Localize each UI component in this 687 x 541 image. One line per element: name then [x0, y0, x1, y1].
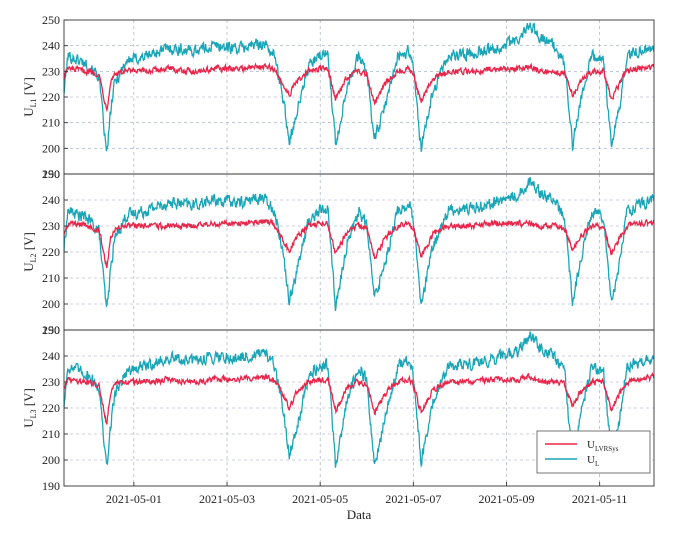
y-tick-label: 250: [42, 323, 60, 337]
y-tick-label: 210: [42, 427, 60, 441]
y-axis-label-unit: [V]: [21, 77, 36, 98]
series-line-ulvr: [64, 371, 654, 425]
y-tick-label: 230: [42, 64, 60, 78]
panel-l2: 190 200 210 220 230 240 250 UL2 [V]: [21, 167, 655, 337]
x-tick-label: 2021-05-11: [572, 492, 628, 506]
legend-box: [536, 430, 651, 474]
x-tick-label: 2021-05-07: [385, 492, 441, 506]
y-tick-label: 210: [42, 271, 60, 285]
x-axis-label: Data: [347, 507, 372, 522]
series-line-ulvr: [64, 217, 654, 269]
series-line-ulvr: [64, 62, 654, 113]
x-tick-label: 2021-05-05: [292, 492, 348, 506]
y-tick-label: 230: [42, 219, 60, 233]
legend-label-ul: UL: [587, 454, 599, 468]
y-axis-label-sub: L3: [29, 410, 38, 419]
y-tick-label: 190: [42, 323, 60, 337]
y-tick-label: 230: [42, 375, 60, 389]
y-axis-label-sub: L1: [29, 99, 38, 108]
y-tick-label: 240: [42, 349, 60, 363]
legend-label-sub: LVRSys: [595, 445, 619, 453]
legend-label-ulvr: ULVRSys: [587, 439, 619, 453]
y-tick-label: 240: [42, 39, 60, 53]
legend-label-main: U: [587, 439, 595, 451]
y-axis-label-main: U: [21, 107, 36, 117]
y-tick-label: 240: [42, 193, 60, 207]
x-tick-label: 2021-05-03: [199, 492, 255, 506]
y-tick-label: 220: [42, 90, 60, 104]
series-line-ul: [64, 176, 654, 312]
y-axis-label-unit: [V]: [21, 232, 36, 253]
y-axis-label-unit: [V]: [21, 388, 36, 409]
y-tick-label: 220: [42, 245, 60, 259]
y-axis-label: UL2 [V]: [21, 232, 38, 272]
legend-label-main: U: [587, 454, 595, 466]
y-tick-label: 200: [42, 141, 60, 155]
panel-l1: 190 200 210 220 230 240 250 UL1 [V]: [21, 13, 655, 181]
series-line-ul: [64, 22, 654, 152]
y-tick-label: 200: [42, 297, 60, 311]
y-axis-label: UL3 [V]: [21, 388, 38, 428]
y-tick-label: 210: [42, 116, 60, 130]
y-tick-label: 200: [42, 453, 60, 467]
y-axis-label-main: U: [21, 418, 36, 428]
legend-label-sub: L: [595, 460, 599, 468]
y-tick-label: 190: [42, 167, 60, 181]
y-axis-label-main: U: [21, 262, 36, 272]
x-tick-label: 2021-05-01: [106, 492, 162, 506]
y-tick-label: 250: [42, 167, 60, 181]
y-axis-label: UL1 [V]: [21, 77, 38, 117]
x-tick-label: 2021-05-09: [479, 492, 535, 506]
y-tick-label: 220: [42, 401, 60, 415]
y-tick-label: 250: [42, 13, 60, 27]
y-tick-label: 190: [42, 479, 60, 493]
series-line-ul: [64, 331, 654, 469]
y-axis-label-sub: L2: [29, 254, 38, 263]
